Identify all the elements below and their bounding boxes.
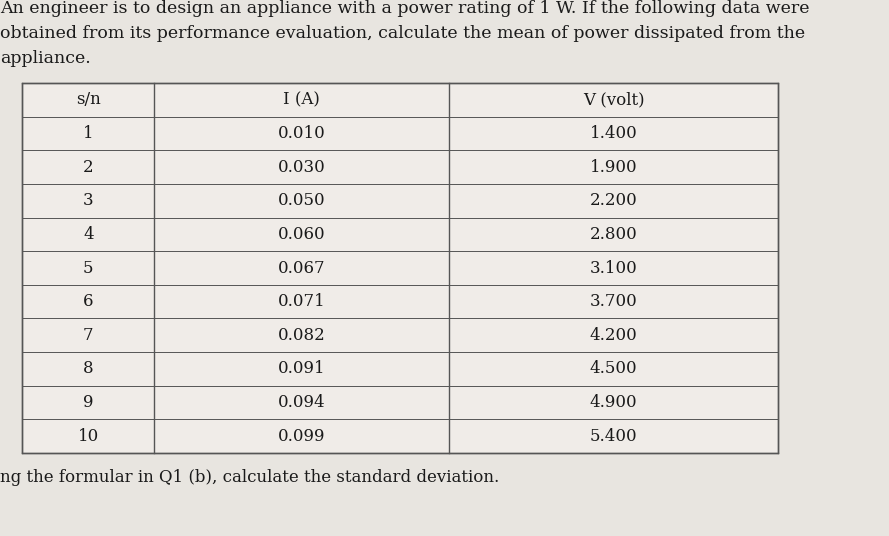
Text: 0.067: 0.067 bbox=[278, 259, 325, 277]
Text: 2.800: 2.800 bbox=[589, 226, 637, 243]
Text: An engineer is to design an appliance with a power rating of 1 W. If the followi: An engineer is to design an appliance wi… bbox=[0, 0, 810, 66]
Text: 4.500: 4.500 bbox=[589, 360, 637, 377]
Text: 3.100: 3.100 bbox=[589, 259, 637, 277]
Text: 7: 7 bbox=[83, 327, 93, 344]
Text: 2: 2 bbox=[83, 159, 93, 176]
Text: 6: 6 bbox=[83, 293, 93, 310]
Text: 2.200: 2.200 bbox=[589, 192, 637, 209]
Text: 1: 1 bbox=[83, 125, 93, 142]
Text: 0.091: 0.091 bbox=[278, 360, 325, 377]
Text: 0.050: 0.050 bbox=[278, 192, 325, 209]
Text: s/n: s/n bbox=[76, 92, 100, 108]
Text: 1.900: 1.900 bbox=[589, 159, 637, 176]
Text: 5: 5 bbox=[83, 259, 93, 277]
Text: 0.099: 0.099 bbox=[278, 428, 325, 444]
Text: 0.060: 0.060 bbox=[278, 226, 325, 243]
Text: 3: 3 bbox=[83, 192, 93, 209]
Text: 1.400: 1.400 bbox=[589, 125, 637, 142]
Text: 0.094: 0.094 bbox=[278, 394, 325, 411]
Text: 0.030: 0.030 bbox=[278, 159, 325, 176]
Text: ng the formular in Q1 (b), calculate the standard deviation.: ng the formular in Q1 (b), calculate the… bbox=[0, 469, 500, 486]
Text: 5.400: 5.400 bbox=[589, 428, 637, 444]
Text: 9: 9 bbox=[83, 394, 93, 411]
Text: I (A): I (A) bbox=[284, 92, 320, 108]
Text: 0.071: 0.071 bbox=[278, 293, 325, 310]
Bar bbox=[22, 83, 778, 453]
Text: V (volt): V (volt) bbox=[582, 92, 645, 108]
Text: 4: 4 bbox=[83, 226, 93, 243]
Text: 0.082: 0.082 bbox=[278, 327, 325, 344]
Text: 3.700: 3.700 bbox=[589, 293, 637, 310]
Text: 0.010: 0.010 bbox=[278, 125, 325, 142]
Text: 8: 8 bbox=[83, 360, 93, 377]
Text: 4.900: 4.900 bbox=[589, 394, 637, 411]
Text: 10: 10 bbox=[77, 428, 99, 444]
Text: 4.200: 4.200 bbox=[589, 327, 637, 344]
